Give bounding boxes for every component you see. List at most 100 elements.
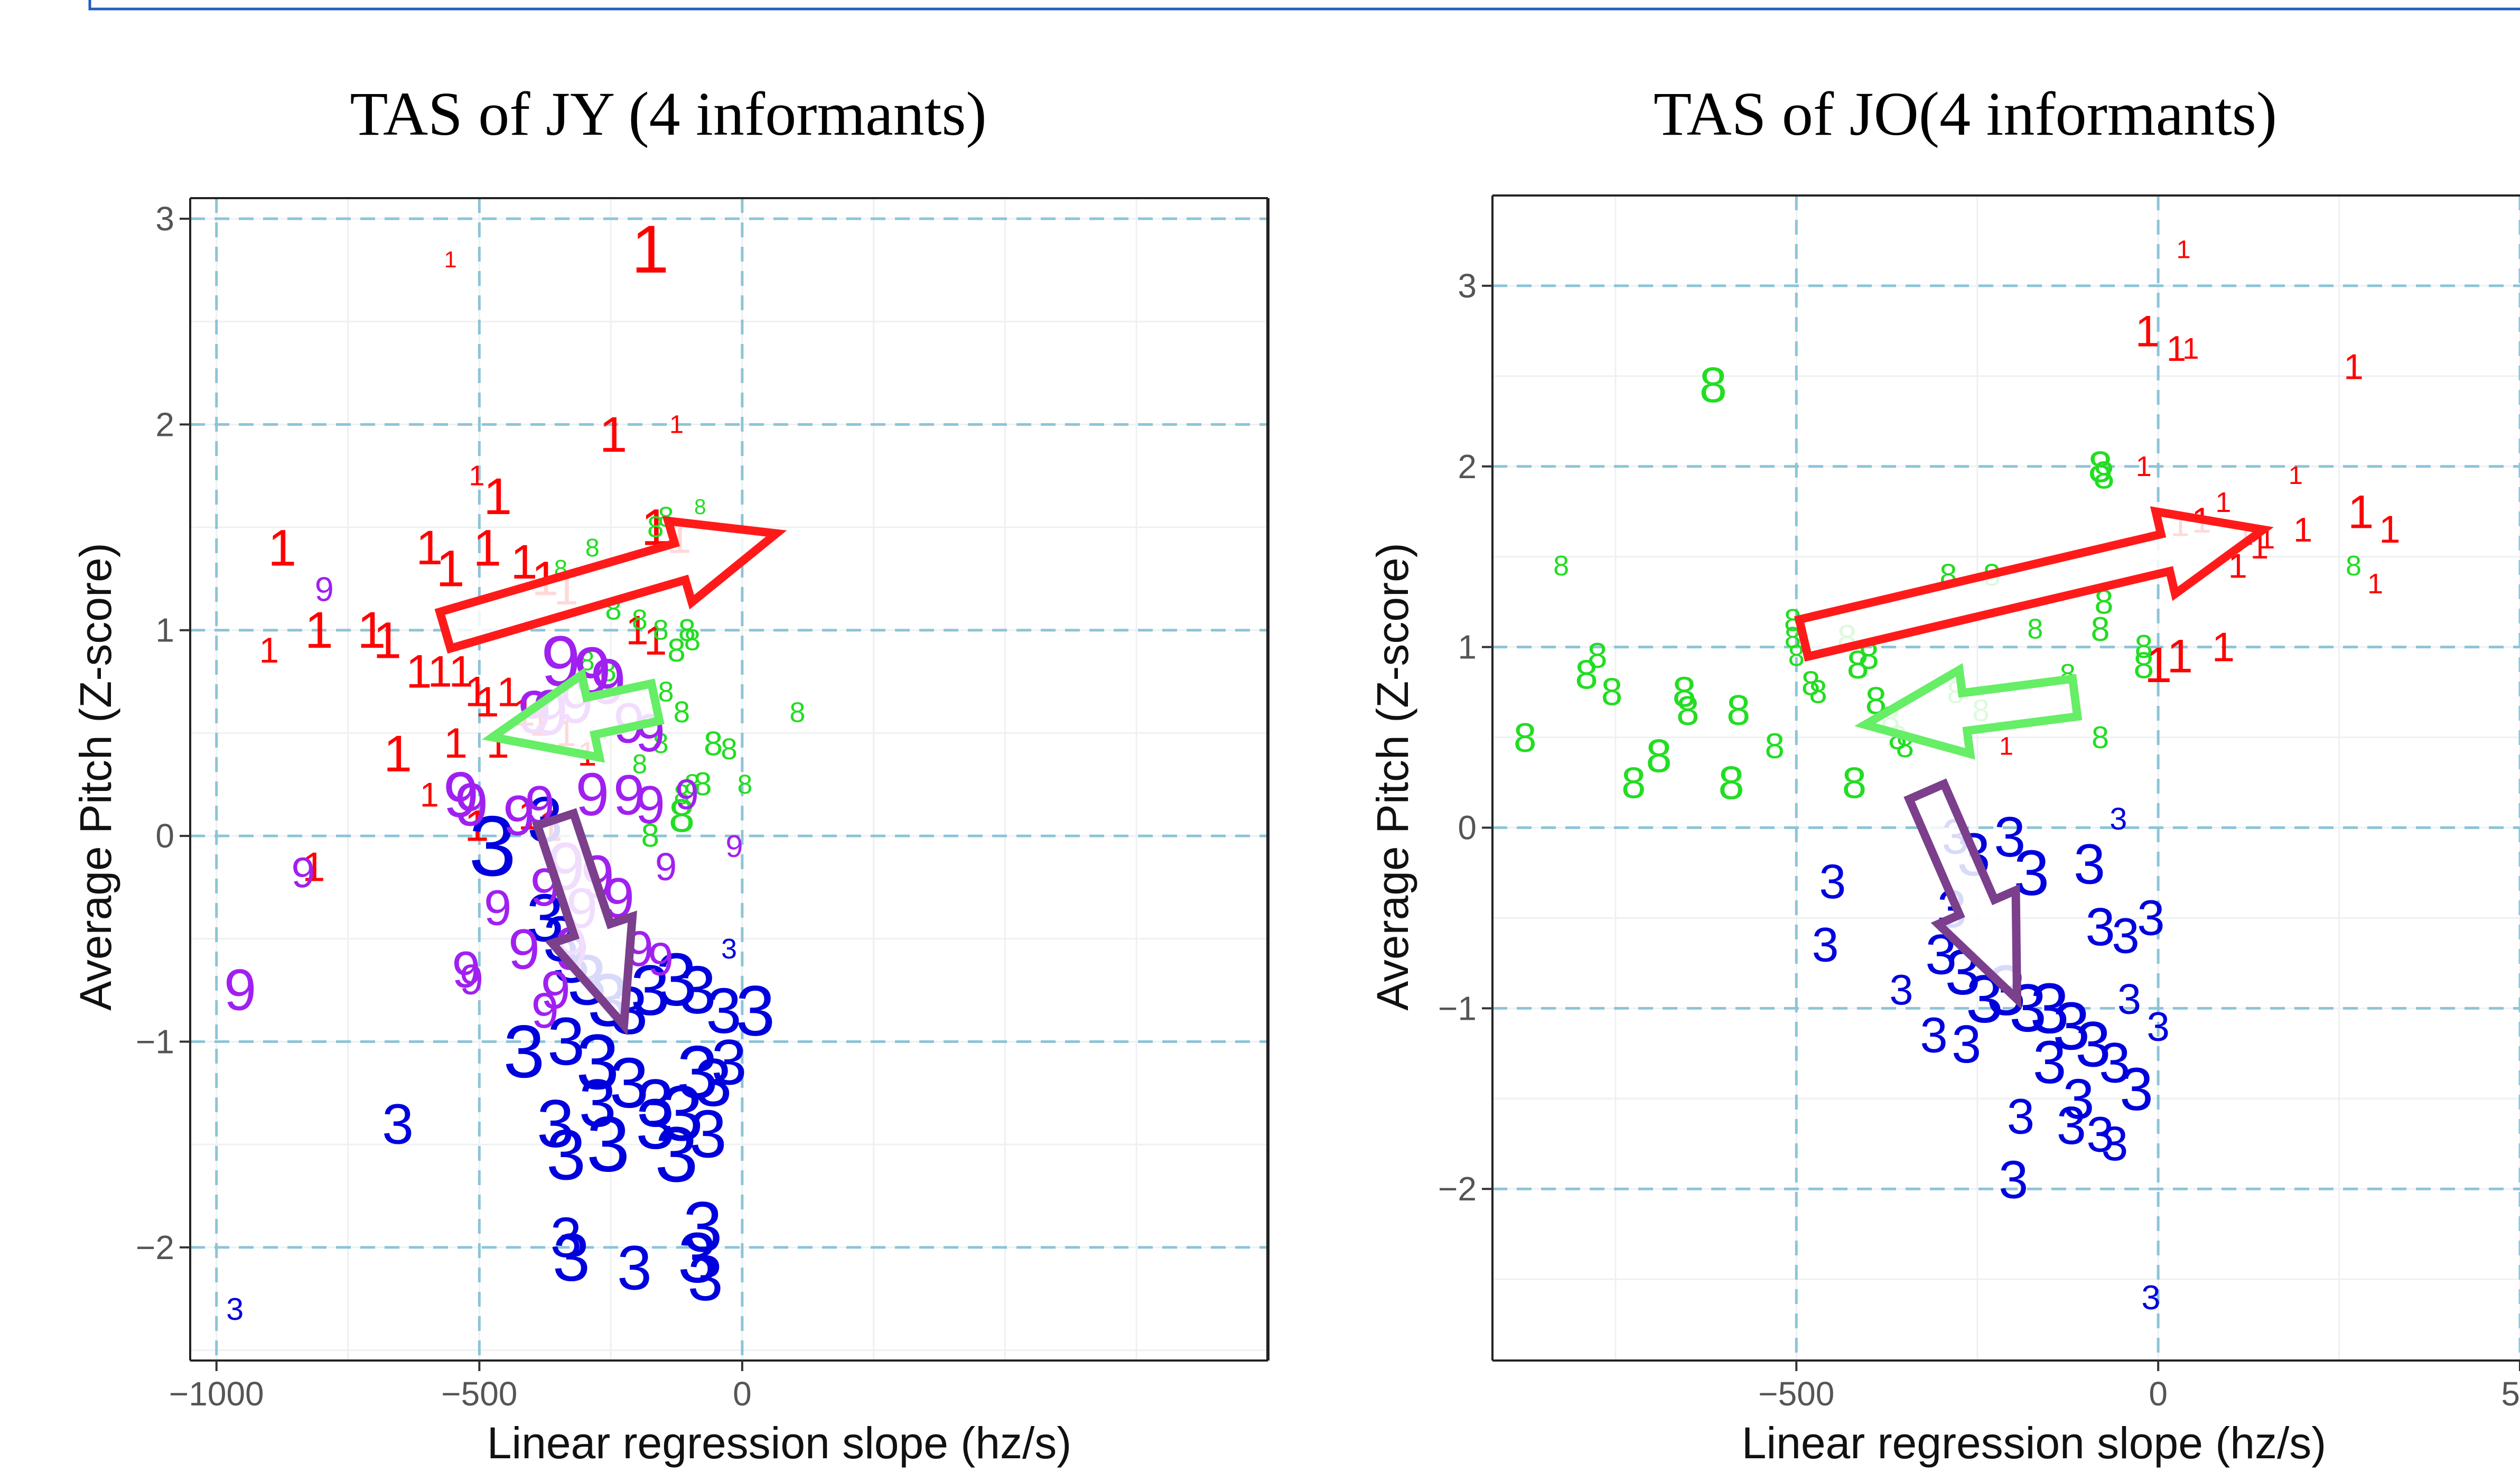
chart-left-point-tone-1: 1 [449,647,473,696]
chart-right-point-tone-8: 8 [2346,550,2362,582]
chart-left-point-tone-8: 8 [641,818,659,854]
chart-left-point-tone-3: 3 [678,1218,717,1298]
chart-left-point-tone-8: 8 [653,728,669,759]
chart-right-point-tone-1: 1 [2344,347,2364,387]
chart-left-point-tone-8: 8 [694,495,706,519]
chart-left-point-tone-3: 3 [679,953,716,1028]
chart-left-xlabel: Linear regression slope (hz/s) [487,1418,1072,1468]
chart-left-point-tone-1: 1 [510,535,537,589]
chart-left-point-tone-1: 1 [357,601,386,659]
chart-right-point-tone-1: 1 [2289,461,2303,490]
chart-right-point-tone-8: 8 [1699,357,1727,413]
chart-right-point-tone-8: 8 [1646,729,1672,782]
chart-left-y-tick-label: −1 [136,1022,174,1060]
chart-left-point-tone-3: 3 [576,1019,620,1106]
chart-right-point-tone-3: 3 [2117,975,2141,1023]
chart-left-x-tick-label: 0 [733,1375,752,1413]
chart-left-point-tone-3: 3 [609,1043,649,1123]
chart-left-point-tone-9: 9 [291,849,315,897]
chart-right-point-tone-1: 1 [2144,637,2172,693]
chart-left-point-tone-1: 1 [497,669,520,715]
chart-left-point-tone-3: 3 [546,1115,586,1195]
chart-left-point-tone-3: 3 [677,1031,718,1114]
chart-left-point-tone-1: 1 [436,539,465,597]
chart-right-x-tick-label: −500 [1758,1375,1834,1413]
chart-right-point-tone-3: 3 [2141,1278,2160,1317]
chart-left-point-tone-9: 9 [443,759,479,831]
chart-left-y-tick-label: 2 [155,405,174,443]
chart-right-point-tone-1: 1 [2135,306,2160,356]
chart-right-point-tone-8: 8 [1601,671,1623,714]
chart-left-point-tone-3: 3 [630,951,670,1030]
chart-right-trend-arrow [1854,663,2083,760]
chart-right-point-tone-8: 8 [1553,550,1569,582]
chart-left-point-tone-3: 3 [711,1026,747,1098]
chart-right-x-tick-label: 0 [2149,1375,2168,1413]
chart-left-point-tone-9: 9 [531,983,559,1039]
chart-left-point-tone-3: 3 [226,1291,244,1327]
chart-left: TAS of JY (4 informants) −1000 −500 0 −2 −1 0… [71,79,1270,1468]
chart-left-point-tone-8: 8 [684,624,701,657]
chart-right-point-tone-8: 8 [1718,756,1744,809]
chart-left-point-tone-1: 1 [483,468,512,525]
chart-right-point-tone-1: 1 [2167,630,2193,683]
chart-right-title: TAS of JO(4 informants) [1654,79,2277,148]
chart-right-y-tick-label: −1 [1438,989,1477,1027]
chart-right: TAS of JO(4 informants) −500 0 50 −2 −1 0 1 2 3 1… [1368,79,2520,1468]
chart-left-point-tone-9: 9 [503,784,535,847]
chart-left-point-tone-3: 3 [382,1092,414,1156]
chart-left-point-tone-9: 9 [460,956,483,1004]
chart-left-point-tone-9: 9 [725,828,743,864]
chart-right-point-tone-1: 1 [2177,236,2191,264]
chart-right-point-tone-3: 3 [2007,1088,2035,1144]
chart-right-point-tone-3: 3 [2099,1030,2131,1094]
chart-right-plot: −500050−2−101231111111111111111111111333… [1438,194,2520,1413]
chart-right-point-tone-1: 1 [2367,568,2383,600]
chart-left-point-tone-8: 8 [738,769,753,799]
chart-left-point-tone-1: 1 [475,678,499,726]
chart-right-point-tone-3: 3 [2030,968,2069,1048]
chart-left-trend-arrow [482,667,665,763]
chart-left-point-tone-1: 1 [631,212,669,287]
chart-left-point-tone-3: 3 [660,1070,704,1157]
chart-right-trend-arrow [1903,778,2022,1010]
chart-left-point-tone-3: 3 [469,798,516,894]
chart-left-point-tone-1: 1 [444,720,468,767]
chart-left-point-tone-8: 8 [653,614,669,646]
chart-left-point-tone-3: 3 [689,1096,727,1172]
chart-left-trend-arrow [434,516,787,654]
chart-left-point-tone-3: 3 [553,1220,590,1296]
chart-right-point-tone-3: 3 [2137,890,2165,946]
chart-right-xlabel: Linear regression slope (hz/s) [1742,1418,2327,1468]
chart-left-point-tone-9: 9 [655,845,677,889]
chart-left-point-tone-9: 9 [675,771,699,818]
chart-left-point-tone-8: 8 [674,696,690,729]
chart-left-point-tone-9: 9 [636,775,665,835]
chart-right-point-tone-3: 3 [2085,897,2115,957]
chart-left-point-tone-1: 1 [669,410,684,439]
chart-left-point-tone-1: 1 [600,407,628,463]
chart-right-point-tone-1: 1 [1999,732,2013,761]
chart-left-point-tone-1: 1 [384,725,412,782]
chart-left-point-tone-1: 1 [373,612,402,669]
chart-left-point-tone-3: 3 [579,1066,617,1141]
chart-left-point-tone-3: 3 [637,1066,674,1141]
chart-right-point-tone-3: 3 [2062,1067,2094,1131]
chart-left-point-tone-3: 3 [735,971,775,1051]
chart-right-x-tick-label: 50 [2501,1375,2520,1413]
chart-left-point-tone-8: 8 [585,534,600,562]
chart-right-point-tone-1: 1 [2136,451,2152,482]
chart-right-point-tone-1: 1 [2379,508,2401,551]
chart-right-point-tone-1: 1 [2212,624,2235,670]
chart-right-point-tone-3: 3 [1819,855,1846,909]
chart-right-point-tone-3: 3 [2146,1003,2170,1050]
chart-left-point-tone-9: 9 [613,763,645,827]
chart-right-y-tick-label: 0 [1458,809,1477,847]
chart-left-point-tone-3: 3 [687,1242,723,1314]
chart-left-point-tone-9: 9 [508,917,540,981]
chart-left-point-tone-9: 9 [648,934,674,985]
chart-left-point-tone-8: 8 [674,779,689,810]
chart-left-point-tone-1: 1 [465,668,489,716]
chart-right-point-tone-3: 3 [2033,1029,2067,1096]
